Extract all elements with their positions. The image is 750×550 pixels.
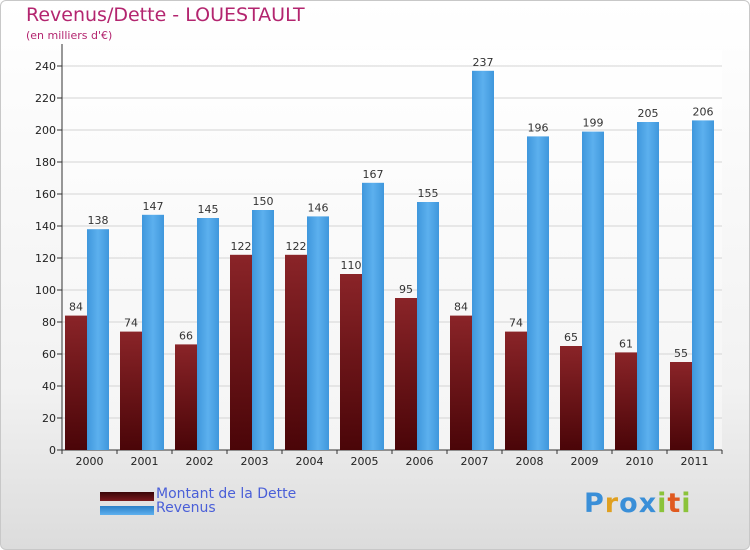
bar-revenus — [472, 70, 494, 451]
plot-area — [62, 50, 722, 450]
bar-dette — [285, 254, 307, 450]
x-tick-label: 2006 — [406, 455, 434, 468]
bar-revenus-label: 196 — [528, 121, 549, 134]
bar-dette — [560, 346, 582, 450]
bar-revenus-label: 205 — [638, 107, 659, 120]
logo-letter: o — [619, 488, 639, 519]
chart-title: Revenus/Dette - LOUESTAULT — [26, 4, 305, 26]
bar-revenus — [692, 120, 714, 451]
bar-dette — [230, 254, 252, 450]
logo-letter: i — [657, 488, 668, 519]
bar-revenus-label: 167 — [363, 168, 384, 181]
proxiti-logo: Proxiti — [584, 488, 692, 519]
bar-dette — [65, 315, 87, 450]
x-tick-label: 2002 — [186, 455, 214, 468]
legend-label-revenus: Revenus — [156, 500, 216, 516]
bar-dette-label: 55 — [674, 347, 688, 360]
y-tick-label: 200 — [35, 124, 56, 137]
bar-revenus — [142, 214, 164, 450]
logo-letter: i — [681, 488, 692, 519]
bar-revenus-label: 146 — [308, 201, 329, 214]
logo-letter: P — [584, 488, 605, 519]
y-tick-label: 20 — [42, 412, 56, 425]
x-tick-label: 2005 — [351, 455, 379, 468]
bar-revenus-label: 150 — [253, 195, 274, 208]
y-tick-label: 240 — [35, 60, 56, 73]
legend-swatch-revenus — [100, 506, 154, 515]
bar-revenus-label: 199 — [583, 117, 604, 130]
bar-revenus — [307, 216, 329, 450]
x-tick-label: 2007 — [461, 455, 489, 468]
bar-dette-label: 66 — [179, 329, 193, 342]
bar-revenus-label: 138 — [88, 214, 109, 227]
bar-dette-label: 84 — [69, 301, 83, 314]
bar-dette — [395, 298, 417, 450]
bar-dette-label: 95 — [399, 283, 413, 296]
y-tick-label: 60 — [42, 348, 56, 361]
bar-dette-label: 74 — [124, 317, 138, 330]
bar-dette-label: 65 — [564, 331, 578, 344]
bar-dette — [615, 352, 637, 450]
bar-revenus-label: 237 — [473, 56, 494, 69]
x-tick-label: 2011 — [681, 455, 709, 468]
y-tick-label: 80 — [42, 316, 56, 329]
y-tick-label: 220 — [35, 92, 56, 105]
bar-revenus-label: 145 — [198, 203, 219, 216]
bar-dette-label: 74 — [509, 317, 523, 330]
bar-dette — [670, 362, 692, 450]
bar-revenus — [527, 136, 549, 450]
y-tick-label: 160 — [35, 188, 56, 201]
bar-revenus — [582, 131, 604, 450]
logo-letter: t — [667, 488, 682, 519]
x-tick-label: 2000 — [76, 455, 104, 468]
bar-revenus — [87, 229, 109, 450]
bar-dette — [120, 331, 142, 450]
x-tick-label: 2010 — [626, 455, 654, 468]
chart-subtitle: (en milliers d'€) — [26, 29, 113, 42]
logo-letter: r — [604, 488, 620, 519]
logo-letter: x — [638, 488, 658, 519]
bar-revenus-label: 206 — [693, 105, 714, 118]
y-tick-label: 120 — [35, 252, 56, 265]
bar-revenus — [637, 122, 659, 450]
bar-revenus — [252, 210, 274, 450]
x-tick-label: 2001 — [131, 455, 159, 468]
bar-dette — [505, 331, 527, 450]
bar-revenus — [362, 182, 384, 451]
bar-revenus-label: 147 — [143, 200, 164, 213]
bar-dette-label: 122 — [231, 240, 252, 253]
bar-dette — [340, 274, 362, 450]
bar-dette-label: 61 — [619, 337, 633, 350]
y-tick-label: 140 — [35, 220, 56, 233]
y-tick-label: 40 — [42, 380, 56, 393]
x-tick-label: 2008 — [516, 455, 544, 468]
bar-dette — [450, 315, 472, 450]
x-tick-label: 2004 — [296, 455, 324, 468]
bar-dette-label: 110 — [341, 259, 362, 272]
legend-label-dette: Montant de la Dette — [156, 486, 297, 502]
x-tick-label: 2009 — [571, 455, 599, 468]
bar-revenus-label: 155 — [418, 187, 439, 200]
bar-revenus — [417, 202, 439, 450]
y-tick-label: 0 — [49, 444, 56, 457]
bar-dette — [175, 344, 197, 450]
x-tick-label: 2003 — [241, 455, 269, 468]
legend-swatch-dette — [100, 492, 154, 501]
bar-revenus — [197, 218, 219, 450]
bar-dette-label: 84 — [454, 301, 468, 314]
y-tick-label: 180 — [35, 156, 56, 169]
y-tick-label: 100 — [35, 284, 56, 297]
bar-dette-label: 122 — [286, 240, 307, 253]
